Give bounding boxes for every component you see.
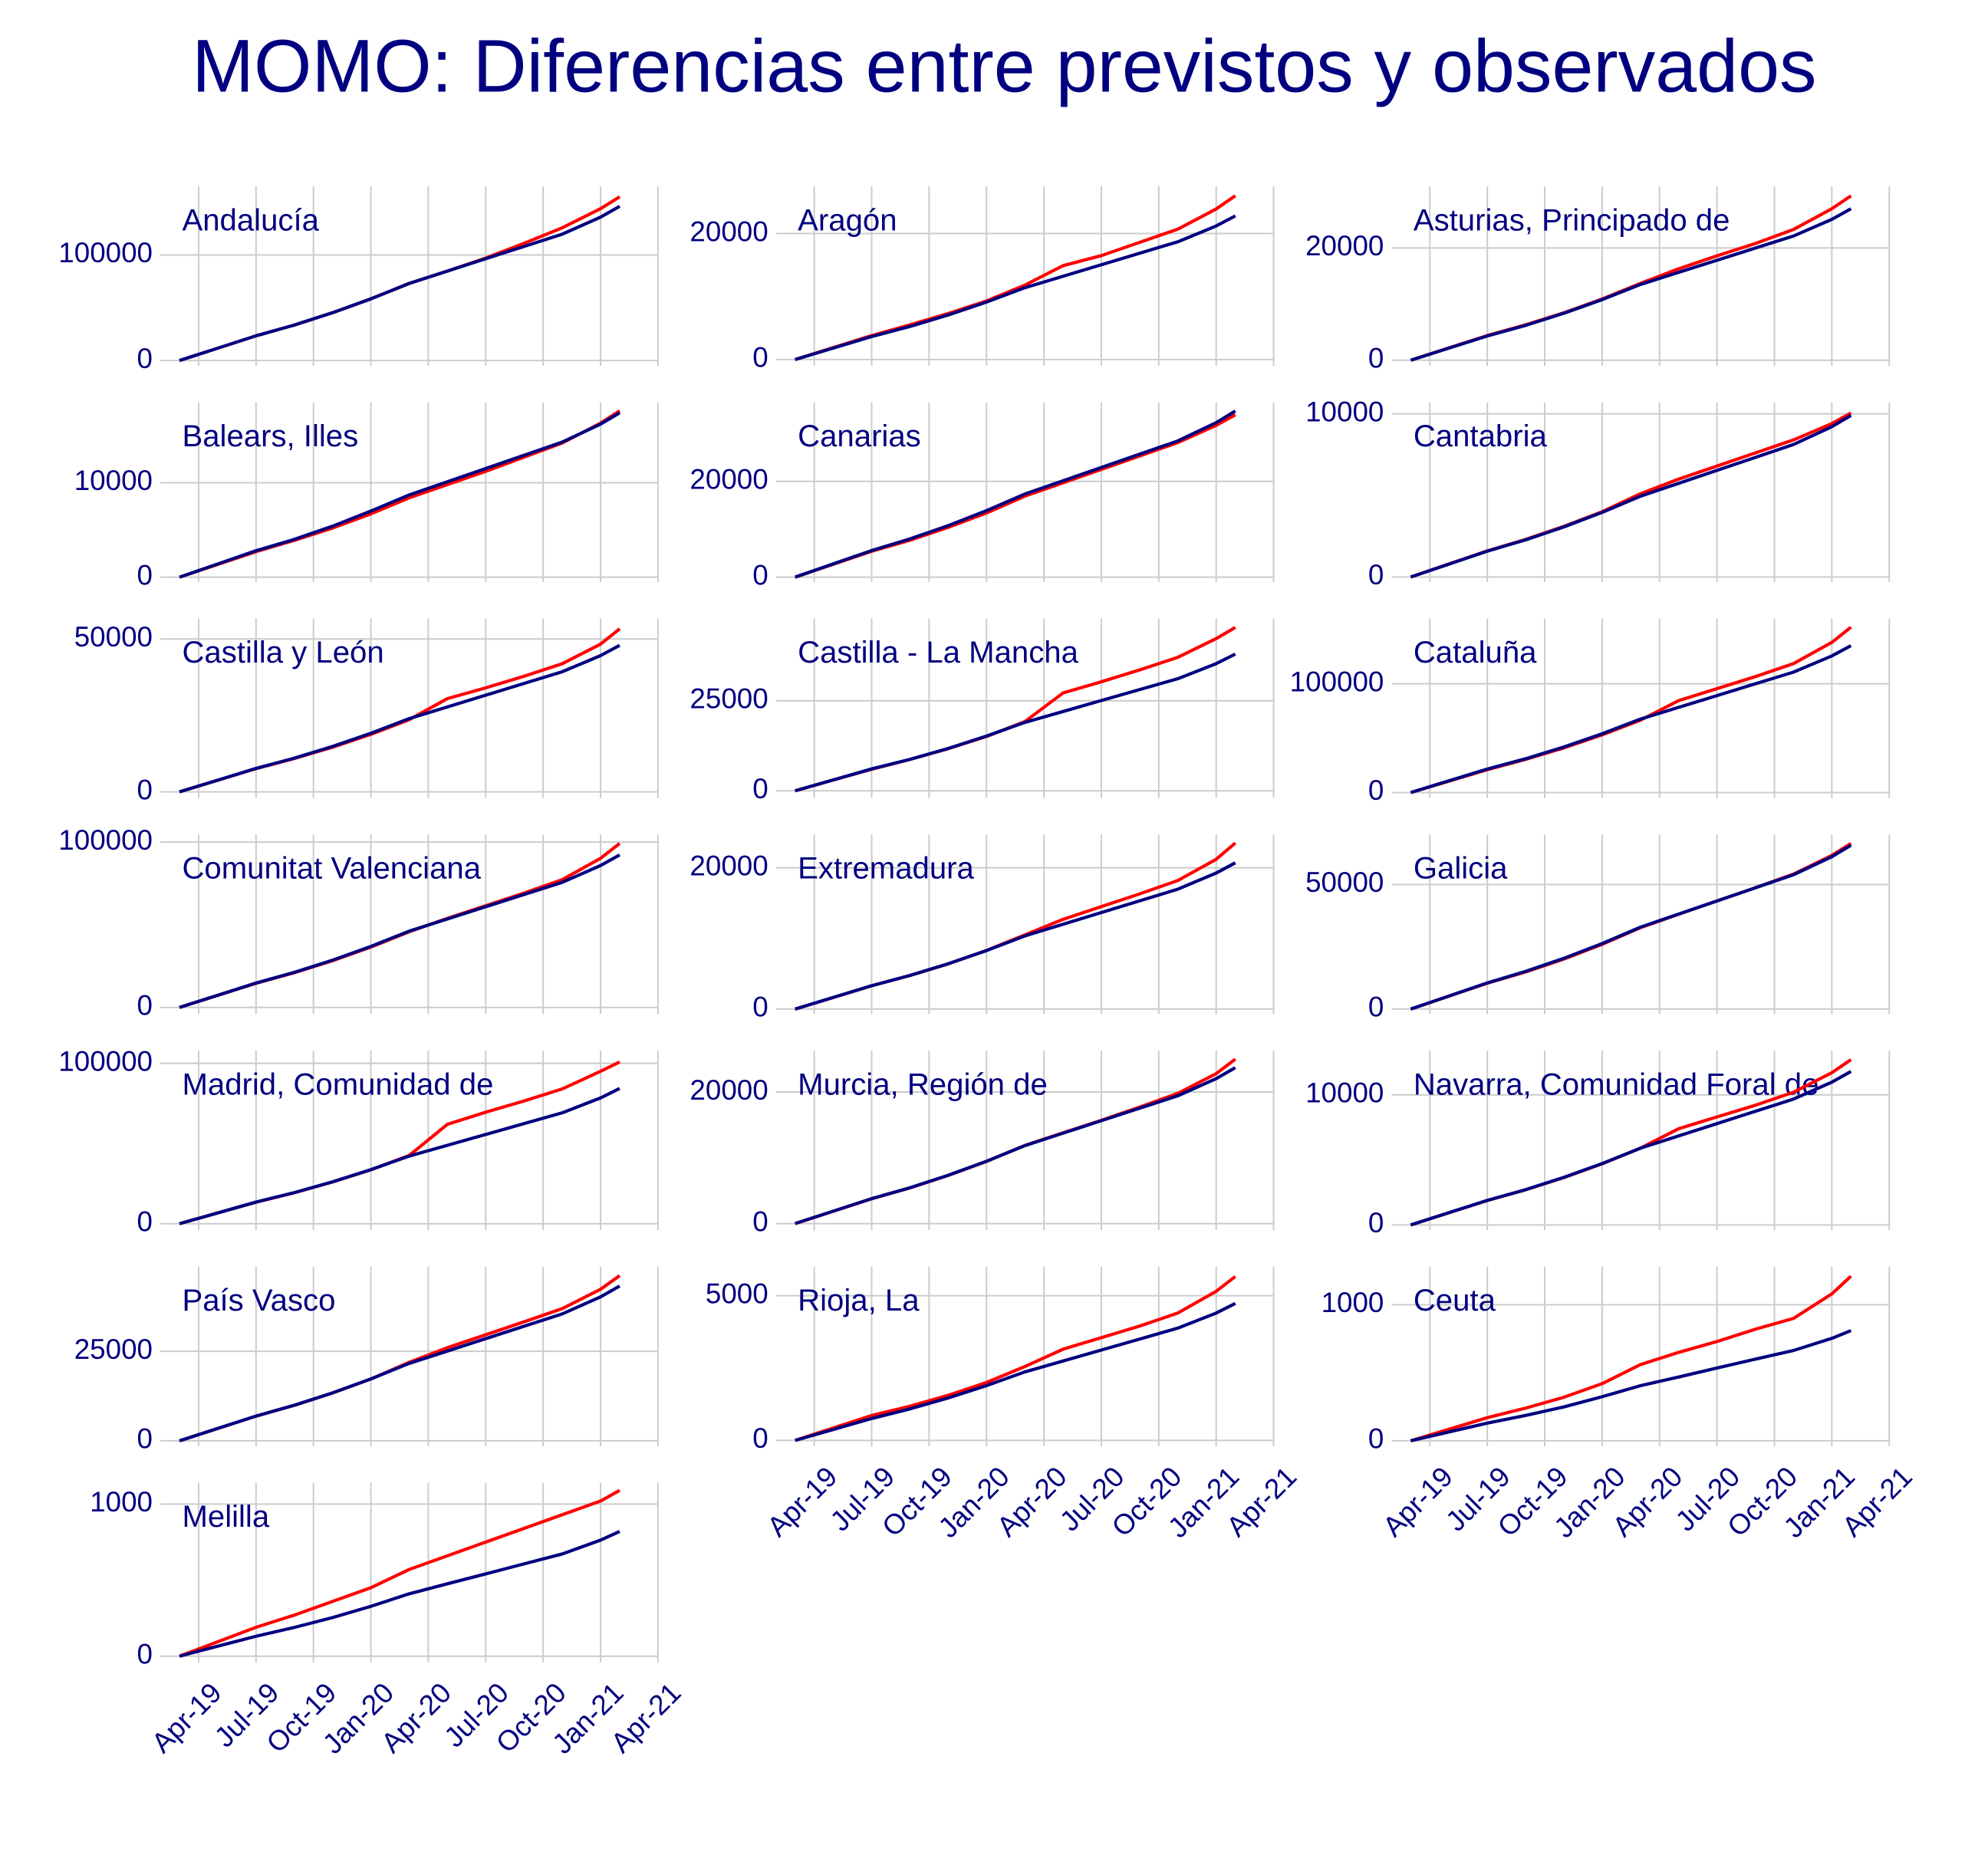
y-tick-label: 100000 — [58, 237, 153, 268]
y-tick-label: 0 — [137, 989, 153, 1021]
panel-title: Galicia — [1414, 851, 1508, 886]
series-line — [1410, 1274, 1852, 1442]
series-line — [179, 1530, 620, 1658]
y-tick-label: 100000 — [58, 824, 153, 856]
series-line — [795, 1066, 1236, 1225]
panel-title: Aragón — [798, 202, 897, 237]
y-tick-label: 0 — [752, 1205, 768, 1237]
panel-title: Asturias, Principado de — [1414, 202, 1730, 237]
y-tick-label: 50000 — [74, 621, 153, 653]
panel-title: Navarra, Comunidad Foral de — [1414, 1067, 1819, 1101]
series-line — [795, 1275, 1236, 1442]
y-tick-label: 0 — [137, 559, 153, 590]
series-line — [794, 409, 1236, 579]
x-tick-label: Apr-19 — [761, 1461, 843, 1543]
panel-title: Balears, Illes — [182, 419, 358, 453]
y-tick-label: 100000 — [58, 1045, 153, 1077]
series-line — [1410, 644, 1852, 794]
panel-title: Canarias — [798, 419, 921, 453]
y-tick-label: 25000 — [74, 1334, 153, 1365]
series-line — [179, 411, 621, 579]
panel-title: Cataluña — [1414, 635, 1537, 669]
series-line — [1410, 1070, 1852, 1227]
x-tick-label: Apr-19 — [146, 1676, 228, 1758]
y-tick-label: 20000 — [690, 463, 768, 495]
y-tick-label: 1000 — [90, 1486, 153, 1518]
y-tick-label: 20000 — [690, 850, 768, 881]
panel-title: Melilla — [182, 1499, 269, 1534]
y-tick-label: 50000 — [1305, 867, 1384, 898]
y-tick-label: 25000 — [690, 683, 768, 715]
y-tick-label: 0 — [137, 774, 153, 805]
y-tick-label: 0 — [752, 559, 768, 590]
panel-title: País Vasco — [182, 1283, 335, 1317]
panel-title: Madrid, Comunidad de — [182, 1067, 493, 1101]
series-line — [179, 205, 620, 363]
y-tick-label: 10000 — [1305, 396, 1384, 427]
y-tick-label: 0 — [1368, 559, 1384, 590]
panel-title: Andalucía — [182, 202, 319, 237]
y-tick-label: 20000 — [1305, 230, 1384, 261]
series-line — [795, 214, 1236, 361]
panel-title: Ceuta — [1414, 1283, 1496, 1317]
series-line — [1410, 413, 1852, 579]
y-tick-label: 0 — [1368, 775, 1384, 806]
series-line — [179, 1488, 620, 1658]
y-tick-label: 0 — [1368, 1207, 1384, 1238]
y-tick-label: 0 — [1368, 992, 1384, 1023]
y-tick-label: 0 — [752, 992, 768, 1023]
panel-title: Castilla - La Mancha — [798, 635, 1078, 669]
panel-title: Cantabria — [1414, 419, 1548, 453]
chart-title: MOMO: Diferencias entre previstos y obse… — [192, 25, 1816, 108]
y-tick-label: 0 — [1368, 342, 1384, 373]
series-line — [1410, 207, 1852, 362]
series-line — [795, 861, 1236, 1011]
y-tick-label: 10000 — [1305, 1077, 1384, 1108]
y-tick-label: 0 — [1368, 1423, 1384, 1455]
series-line — [1410, 1329, 1852, 1442]
y-tick-label: 1000 — [1321, 1287, 1384, 1318]
y-tick-label: 0 — [137, 1206, 153, 1238]
series-line — [795, 1301, 1236, 1442]
y-tick-label: 0 — [137, 343, 153, 374]
y-tick-label: 20000 — [690, 1074, 768, 1106]
panel-title: Castilla y León — [182, 635, 383, 669]
y-tick-label: 0 — [752, 773, 768, 804]
y-tick-label: 0 — [752, 342, 768, 373]
y-tick-label: 20000 — [690, 215, 768, 247]
y-tick-label: 10000 — [74, 465, 153, 496]
panel-title: Murcia, Región de — [798, 1067, 1048, 1101]
x-tick-label: Apr-19 — [1377, 1461, 1459, 1543]
series-line — [179, 853, 620, 1009]
y-tick-label: 100000 — [1290, 666, 1384, 697]
series-line — [179, 643, 620, 794]
series-line — [179, 1284, 620, 1442]
y-tick-label: 5000 — [706, 1278, 769, 1309]
y-tick-label: 0 — [752, 1422, 768, 1454]
panel-title: Extremadura — [798, 851, 974, 886]
series-line — [795, 653, 1236, 793]
series-line — [179, 1087, 620, 1225]
series-line — [1410, 844, 1852, 1011]
panel-title: Comunitat Valenciana — [182, 851, 481, 886]
y-tick-label: 0 — [137, 1638, 153, 1669]
y-tick-label: 0 — [137, 1423, 153, 1455]
panel-title: Rioja, La — [798, 1283, 920, 1317]
